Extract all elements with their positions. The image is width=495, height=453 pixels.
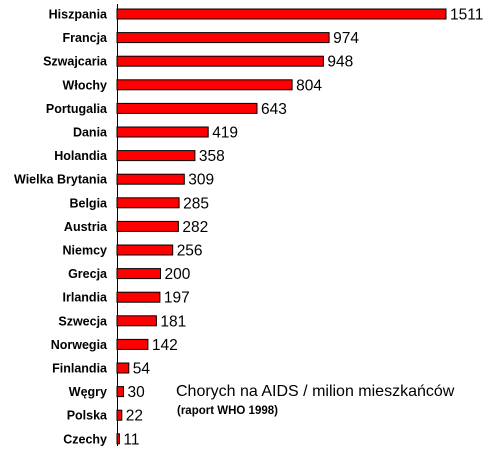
category-label: Hiszpania	[49, 8, 108, 22]
chart-annotation-source: (raport WHO 1998)	[177, 405, 278, 417]
category-label: Czechy	[63, 432, 107, 446]
category-label: Holandia	[54, 149, 108, 163]
bar-10	[116, 244, 174, 256]
category-label: Grecja	[68, 267, 108, 281]
value-label: 142	[152, 337, 178, 354]
value-label: 22	[126, 408, 143, 425]
category-labels-group: Hiszpania Francja Szwajcaria Włochy Portugal…	[14, 8, 108, 447]
category-label: Austria	[64, 220, 108, 234]
category-label: Finlandia	[52, 362, 108, 376]
value-label: 181	[160, 313, 186, 330]
value-label: 643	[261, 101, 287, 118]
bar-18	[116, 433, 120, 445]
value-label: 948	[327, 54, 353, 71]
bar-11	[116, 268, 161, 280]
bar-2	[116, 55, 324, 67]
category-label: Szwecja	[58, 314, 108, 328]
value-label: 54	[133, 361, 151, 378]
category-label: Niemcy	[63, 244, 108, 258]
value-label: 11	[123, 431, 139, 448]
bar-3	[116, 79, 293, 91]
value-label: 282	[182, 219, 208, 236]
bar-16	[116, 386, 124, 398]
bar-1	[116, 32, 330, 44]
bar-0	[116, 8, 447, 20]
category-label: Norwegia	[51, 338, 108, 352]
bar-12	[116, 291, 161, 303]
value-label: 804	[296, 77, 322, 94]
value-label: 285	[183, 195, 209, 212]
category-label: Wielka Brytania	[14, 173, 108, 187]
category-label: Irlandia	[63, 291, 109, 305]
chart-annotation-title: Chorych na AIDS / milion mieszkańców	[176, 383, 455, 400]
category-label: Szwajcaria	[43, 55, 108, 69]
bar-13	[116, 315, 157, 327]
bars-group	[116, 8, 447, 445]
category-label: Portugalia	[46, 102, 108, 116]
value-label: 200	[165, 266, 191, 283]
bar-14	[116, 338, 149, 350]
value-labels-group: 1511 974 948 804 643 419 358 309 285 282 256 200 197…	[123, 7, 483, 449]
bar-4	[116, 102, 258, 114]
bar-17	[116, 409, 123, 421]
bar-15	[116, 362, 130, 374]
category-label: Francja	[63, 31, 109, 45]
bar-8	[116, 197, 180, 209]
category-label: Węgry	[69, 385, 107, 399]
category-label: Włochy	[63, 78, 107, 92]
bar-6	[116, 150, 196, 162]
value-label: 197	[164, 290, 190, 307]
bar-9	[116, 220, 179, 232]
category-label: Dania	[73, 126, 108, 140]
value-label: 419	[212, 125, 238, 142]
value-label: 30	[128, 384, 146, 401]
category-label: Polska	[67, 409, 108, 423]
value-label: 974	[333, 30, 359, 47]
value-label: 309	[188, 172, 214, 189]
value-label: 1511	[450, 7, 483, 24]
value-label: 358	[199, 148, 225, 165]
bar-7	[116, 173, 185, 185]
category-label: Belgia	[69, 196, 108, 210]
bar-5	[116, 126, 209, 138]
value-label: 256	[177, 243, 203, 260]
